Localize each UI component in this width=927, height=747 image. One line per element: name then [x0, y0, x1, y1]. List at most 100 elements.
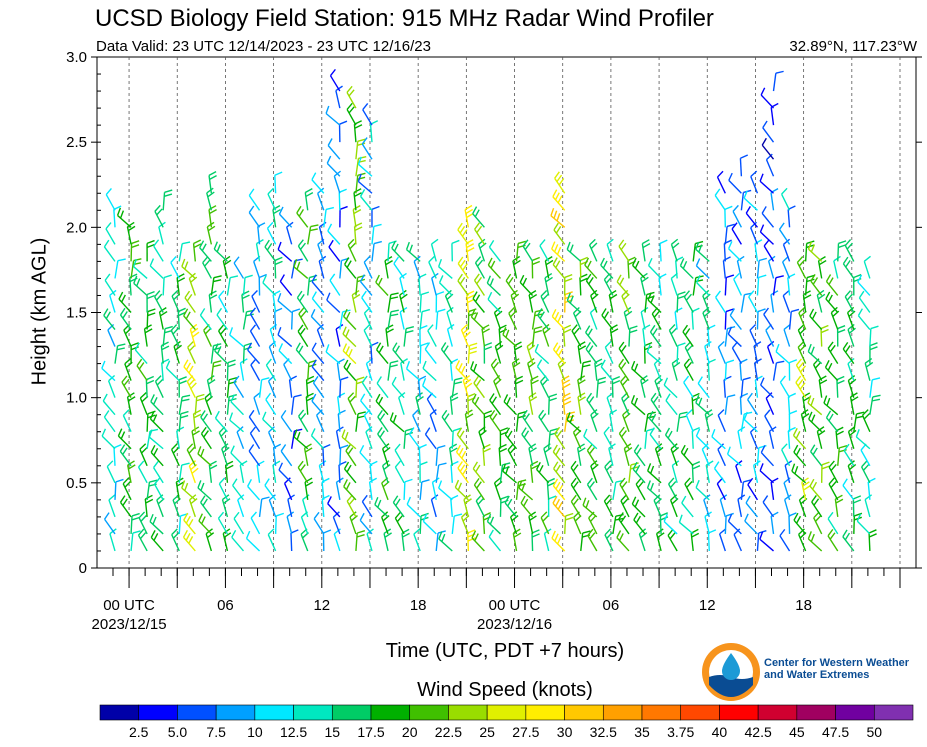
wind-barb [405, 241, 421, 262]
wind-barb [184, 290, 196, 313]
wind-barb [105, 222, 116, 245]
wind-barb [616, 530, 630, 552]
wind-barb [199, 308, 212, 330]
wind-barb [655, 528, 665, 552]
wind-barb [683, 375, 694, 399]
wind-barb [375, 274, 389, 296]
wind-barb [150, 394, 164, 416]
wind-barb [717, 340, 726, 364]
wind-barb [679, 258, 694, 279]
wind-barb [457, 256, 469, 279]
wind-barb [695, 258, 710, 279]
wind-barb [341, 429, 357, 450]
wind-barb [683, 358, 694, 381]
wind-barb [355, 138, 366, 160]
wind-barb [470, 361, 485, 382]
wind-barb [473, 273, 485, 296]
wind-barb [507, 443, 518, 467]
wind-barb [842, 529, 855, 552]
wind-barb [424, 342, 437, 365]
wind-barb [587, 528, 598, 552]
colorbar-swatch [835, 704, 875, 721]
wind-barb [311, 172, 325, 194]
wind-barb [114, 478, 124, 500]
wind-barb [222, 255, 232, 279]
wind-barb [456, 427, 469, 450]
wind-barb [183, 359, 196, 382]
wind-barb [740, 411, 753, 432]
wind-barb [218, 324, 229, 347]
wind-barb [707, 529, 717, 551]
wind-barb [807, 395, 823, 416]
x-tick-label: 06 [603, 597, 620, 614]
wind-barb [170, 256, 180, 279]
wind-barb [825, 410, 839, 433]
wind-barb [472, 206, 485, 228]
wind-barb [671, 357, 681, 381]
wind-barb [419, 308, 430, 330]
wind-barb [849, 392, 859, 415]
wind-barb [836, 325, 846, 347]
wind-barb [250, 511, 261, 535]
wind-barb [192, 239, 202, 262]
wind-barb [783, 477, 791, 501]
wind-barb [298, 307, 309, 330]
wind-barb [326, 155, 341, 177]
wind-barb [154, 375, 164, 398]
colorbar-tick-label: 47.5 [822, 724, 849, 740]
wind-barb [361, 290, 373, 313]
wind-barb [318, 460, 327, 484]
wind-barb [399, 272, 407, 296]
wind-barb [290, 308, 301, 330]
wind-barb [608, 290, 618, 313]
wind-barb [724, 359, 735, 381]
y-axis: 0 0.5 1.0 1.5 2.0 2.5 3.0 [66, 49, 922, 577]
wind-barb [733, 272, 743, 296]
wind-barb [216, 307, 228, 330]
colorbar-swatch [525, 704, 565, 721]
colorbar-swatch [138, 704, 178, 721]
wind-barb [665, 393, 678, 416]
wind-barb [245, 530, 261, 552]
wind-barb [154, 204, 164, 228]
wind-barb [290, 529, 299, 551]
wind-barb [828, 460, 839, 484]
wind-barb [347, 238, 357, 262]
wind-barb [249, 307, 261, 330]
x-tick-label: 18 [410, 597, 427, 614]
wind-barb [182, 529, 196, 552]
wind-barb [313, 511, 325, 535]
wind-barb [116, 207, 132, 228]
wind-barb [339, 205, 348, 228]
wind-barb [427, 324, 437, 347]
wind-barb [374, 496, 389, 518]
wind-barb [570, 494, 582, 518]
wind-barb [119, 444, 132, 467]
wind-barb [176, 426, 185, 449]
wind-barb [357, 156, 373, 177]
wind-barb [357, 173, 373, 194]
wind-barb [162, 189, 173, 211]
wind-barb [337, 392, 346, 415]
wind-barb [825, 274, 839, 296]
wind-barb [451, 377, 463, 398]
wind-barb [759, 173, 774, 194]
wind-barb [419, 324, 428, 347]
wind-barb [233, 375, 245, 399]
wind-barb [449, 392, 459, 415]
wind-barb [455, 444, 469, 467]
y-tick-label: 2.5 [66, 134, 87, 151]
wind-barb [603, 426, 614, 450]
wind-barb [293, 429, 309, 450]
wind-barb [522, 239, 534, 262]
wind-barb [618, 341, 630, 364]
wind-barb [146, 290, 155, 313]
wind-barb [429, 409, 437, 432]
wind-barb [312, 375, 325, 399]
wind-barb [360, 393, 373, 416]
wind-barb [772, 275, 784, 296]
wind-barb [864, 358, 874, 381]
wind-barb [830, 306, 840, 330]
wind-barb [585, 342, 598, 365]
wind-barb [676, 342, 686, 364]
